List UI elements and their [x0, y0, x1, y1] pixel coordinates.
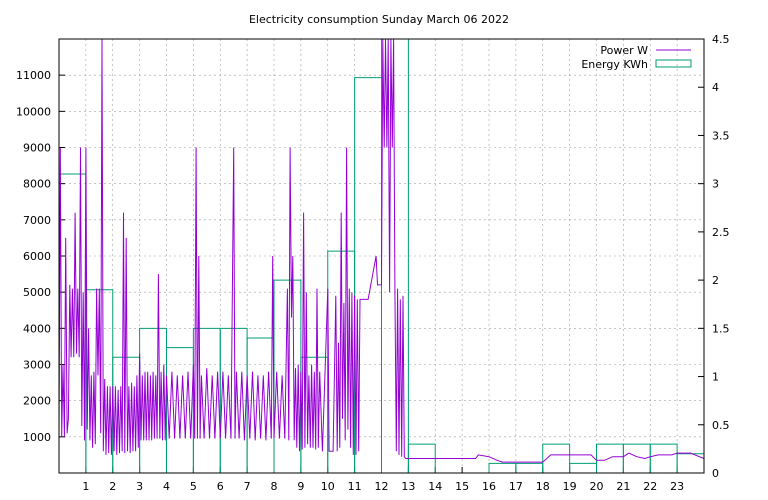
x-tick-label: 8 — [271, 480, 278, 493]
x-tick-label: 16 — [482, 480, 496, 493]
x-tick-label: 11 — [348, 480, 362, 493]
y-right-tick-label: 0.5 — [712, 419, 730, 432]
x-tick-label: 23 — [670, 480, 684, 493]
energy-bar — [596, 443, 624, 473]
y-left-tick-label: 9000 — [23, 142, 51, 155]
x-tick-label: 1 — [82, 480, 89, 493]
y-left-tick-label: 4000 — [23, 322, 51, 335]
energy-bar — [542, 443, 571, 473]
energy-bar — [59, 173, 87, 473]
x-tick-label: 6 — [217, 480, 224, 493]
y-right-tick-label: 0 — [712, 467, 719, 480]
y-left-tick-label: 10000 — [16, 105, 51, 118]
x-axis: 1 2 3 4 5 6 7 8 9 10 11 12 13 14 15 16 17 18 19 20 21 22 23 — [82, 467, 684, 493]
legend-label-energy: Energy KWh — [581, 58, 648, 71]
y-right-tick-label: 2.5 — [712, 226, 730, 239]
x-tick-label: 3 — [136, 480, 143, 493]
legend-swatch-energy — [655, 59, 692, 68]
y-left-tick-label: 8000 — [23, 178, 51, 191]
x-tick-label: 20 — [590, 480, 604, 493]
energy-bar — [649, 443, 678, 473]
energy-bar — [569, 462, 597, 473]
x-tick-label: 4 — [163, 480, 170, 493]
energy-bar — [676, 453, 704, 473]
legend-label-power: Power W — [600, 44, 648, 57]
power-line — [59, 39, 704, 463]
y-left-tick-label: 5000 — [23, 286, 51, 299]
y-right-tick-label: 3.5 — [712, 129, 730, 142]
x-tick-label: 14 — [428, 480, 442, 493]
x-tick-label: 9 — [297, 480, 304, 493]
y-right-tick-label: 4 — [712, 81, 719, 94]
x-tick-label: 18 — [536, 480, 550, 493]
x-tick-label: 15 — [455, 480, 469, 493]
y-left-tick-label: 11000 — [16, 69, 51, 82]
x-tick-label: 2 — [109, 480, 116, 493]
x-tick-label: 12 — [375, 480, 389, 493]
power-series — [59, 39, 704, 463]
energy-bar — [139, 327, 167, 473]
y-axis-right: 0 0.5 1 1.5 2 2.5 3 3.5 4 4.5 — [698, 33, 730, 480]
x-tick-label: 13 — [401, 480, 415, 493]
y-left-tick-label: 6000 — [23, 250, 51, 263]
y-right-tick-label: 4.5 — [712, 33, 730, 46]
y-left-tick-label: 3000 — [23, 359, 51, 372]
chart-title: Electricity consumption Sunday March 06 … — [249, 13, 509, 26]
energy-bar — [112, 356, 141, 473]
x-tick-label: 7 — [244, 480, 251, 493]
x-tick-label: 21 — [616, 480, 630, 493]
x-tick-label: 17 — [509, 480, 523, 493]
y-left-tick-label: 7000 — [23, 214, 51, 227]
energy-bar — [515, 462, 544, 473]
y-right-tick-label: 1.5 — [712, 322, 730, 335]
x-tick-label: 10 — [321, 480, 335, 493]
plot-frame — [58, 38, 705, 474]
y-right-tick-label: 3 — [712, 178, 719, 191]
y-axis-left: 1000 2000 3000 4000 5000 6000 7000 8000 9000 1000… — [16, 69, 65, 444]
x-tick-label: 22 — [643, 480, 657, 493]
y-left-tick-label: 2000 — [23, 395, 51, 408]
y-right-tick-label: 1 — [712, 371, 719, 384]
y-left-tick-label: 1000 — [23, 431, 51, 444]
y-right-tick-label: 2 — [712, 274, 719, 287]
energy-bar — [488, 462, 517, 473]
x-tick-label: 19 — [563, 480, 577, 493]
x-tick-label: 5 — [190, 480, 197, 493]
